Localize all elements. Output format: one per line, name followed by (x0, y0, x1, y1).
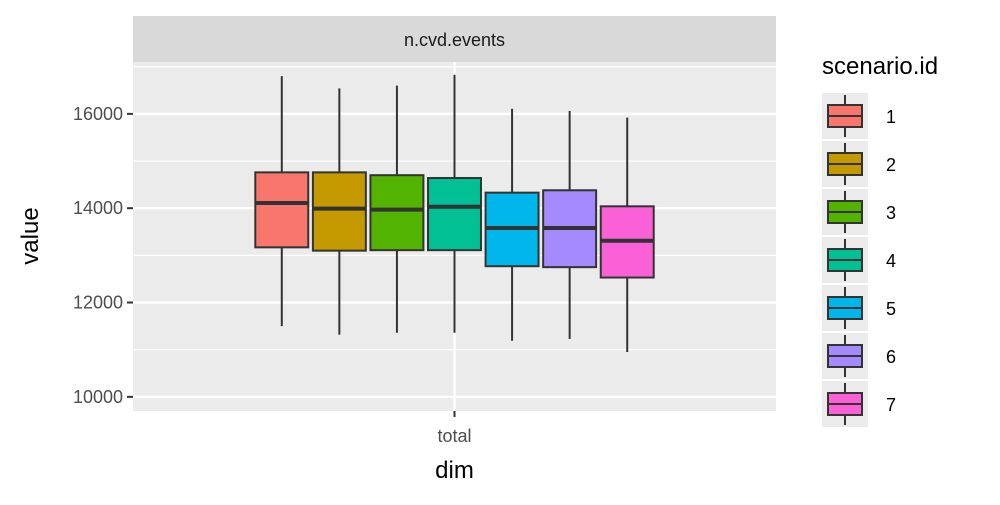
box-scenario-4 (427, 74, 482, 333)
box-iqr (369, 174, 425, 252)
box-scenario-6 (542, 111, 598, 339)
legend-label: 7 (886, 395, 896, 415)
x-tick-label: total (437, 426, 471, 446)
facet-strip (133, 16, 776, 62)
y-tick-label: 14000 (73, 198, 123, 218)
legend-label: 6 (886, 347, 896, 367)
x-axis: total (437, 411, 472, 446)
legend-item-2: 2 (822, 141, 896, 187)
box-iqr (254, 171, 310, 249)
box-iqr (427, 177, 482, 252)
box-scenario-3 (369, 85, 425, 333)
legend-item-5: 5 (822, 285, 896, 331)
y-tick-label: 10000 (73, 387, 123, 407)
legend-item-4: 4 (822, 237, 896, 283)
legend-item-1: 1 (822, 93, 896, 139)
box-scenario-7 (599, 117, 655, 353)
y-axis: 10000 12000 14000 16000 (73, 104, 133, 407)
box-scenario-1 (254, 76, 310, 327)
legend-label: 2 (886, 155, 896, 175)
y-axis-title: value (17, 207, 44, 264)
legend-label: 1 (886, 107, 896, 127)
legend-label: 4 (886, 251, 896, 271)
box-iqr (311, 171, 367, 252)
legend-label: 5 (886, 299, 896, 319)
x-axis-title: dim (435, 457, 474, 484)
legend-item-6: 6 (822, 333, 896, 379)
box-scenario-5 (484, 108, 540, 341)
facet-strip-label: n.cvd.events (404, 30, 505, 50)
legend-label: 3 (886, 203, 896, 223)
legend-title: scenario.id (822, 53, 938, 80)
legend-item-7: 7 (822, 381, 896, 427)
legend-item-3: 3 (822, 189, 896, 235)
box-layer (254, 74, 655, 353)
y-tick-label: 16000 (73, 104, 123, 124)
box-scenario-2 (311, 88, 367, 335)
y-tick-label: 12000 (73, 293, 123, 313)
legend: 1 2 3 4 5 6 7 (822, 93, 896, 427)
